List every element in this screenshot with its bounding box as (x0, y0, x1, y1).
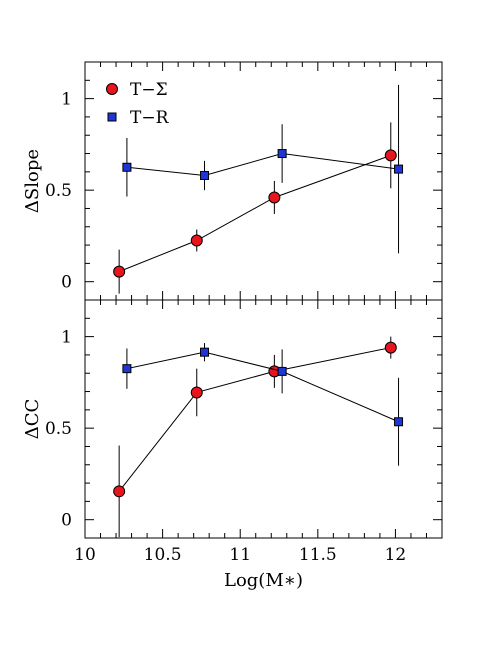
x-tick-label: 12 (385, 545, 407, 565)
series-line (118, 347, 391, 492)
data-point (190, 234, 203, 247)
data-point (113, 265, 126, 278)
y-tick-label: 1 (61, 90, 72, 110)
data-point (190, 386, 203, 399)
data-point (277, 149, 287, 159)
y-tick-label: 0.5 (45, 181, 72, 201)
legend-marker (106, 83, 118, 95)
series-line (126, 153, 399, 177)
y-tick-label: 1 (61, 328, 72, 348)
series-t-sigma (113, 336, 397, 538)
y-tick-label: 0 (61, 273, 72, 293)
data-point (122, 364, 132, 374)
legend-label: T−Σ (130, 80, 168, 100)
plot-frame (84, 299, 443, 539)
data-point (384, 341, 397, 354)
panel-bottom: 0 0.5 1 10 10.5 11 11.5 12 ΔCC Log(M∗) (22, 299, 443, 591)
series-t-sigma (113, 122, 397, 294)
series-line (118, 154, 391, 273)
y-tick-label: 0 (61, 511, 72, 531)
data-point (200, 347, 210, 357)
data-point (200, 171, 210, 181)
x-tick-label: 10.5 (144, 545, 182, 565)
y-axis-label: ΔSlope (22, 149, 43, 213)
series-line (126, 351, 399, 423)
data-point (268, 191, 281, 204)
legend-label: T−R (130, 108, 170, 128)
legend: T−Σ T−R (106, 80, 170, 128)
data-point (277, 366, 287, 376)
x-tick-label: 11 (229, 545, 251, 565)
x-tick-label: 10 (74, 545, 96, 565)
legend-marker (107, 112, 117, 122)
series-t-r (122, 343, 404, 466)
data-point (122, 162, 132, 172)
series-t-r (122, 84, 404, 254)
y-axis-label: ΔCC (22, 399, 43, 440)
data-point (394, 417, 404, 427)
data-point (394, 164, 404, 174)
y-tick-label: 0.5 (45, 419, 72, 439)
data-point (384, 149, 397, 162)
x-axis-label: Log(M∗) (224, 570, 303, 591)
panel-top: 0 0.5 1 ΔSlope T−Σ T−R (22, 61, 443, 301)
data-point (113, 485, 126, 498)
x-tick-label: 11.5 (299, 545, 337, 565)
